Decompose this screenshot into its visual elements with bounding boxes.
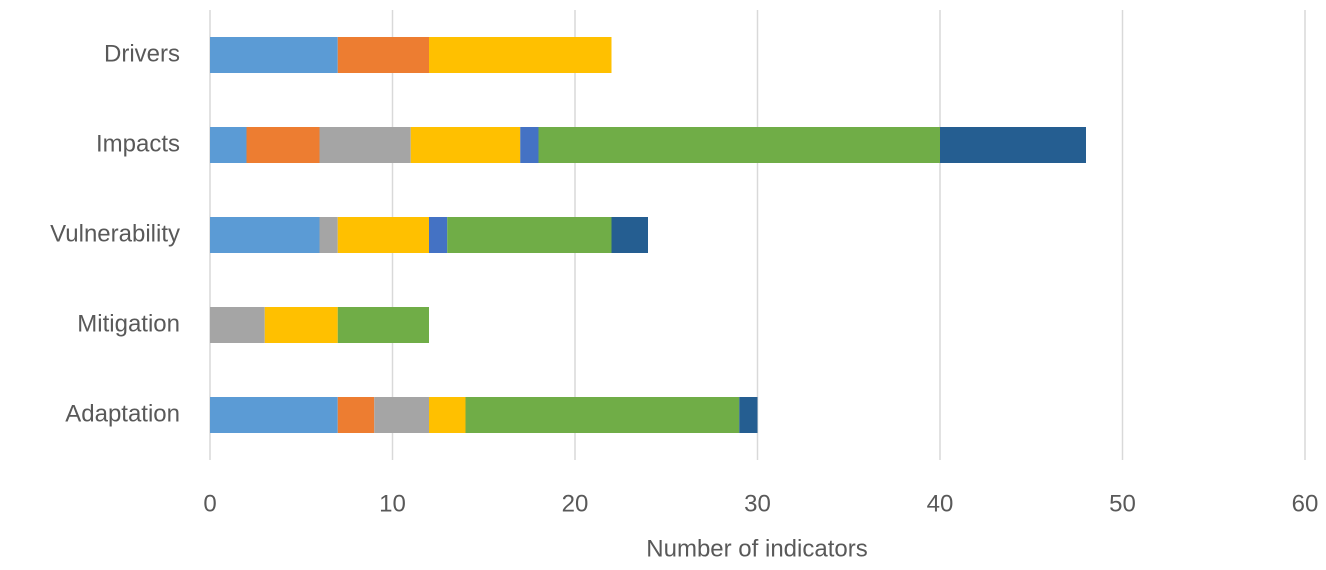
bar-segment bbox=[940, 127, 1086, 163]
bar-segment bbox=[520, 127, 539, 163]
bar-segment bbox=[337, 217, 429, 253]
bar-segment bbox=[410, 127, 521, 163]
bar-segment bbox=[374, 397, 429, 433]
x-tick-label: 20 bbox=[562, 490, 589, 517]
x-tick-label: 60 bbox=[1292, 490, 1319, 517]
bar-segment bbox=[210, 307, 265, 343]
y-tick-label: Mitigation bbox=[77, 310, 180, 337]
x-tick-label: 50 bbox=[1109, 490, 1136, 517]
bar-segment bbox=[739, 397, 758, 433]
bar-segment bbox=[429, 397, 466, 433]
bar-segment bbox=[264, 307, 338, 343]
bar-segment bbox=[210, 397, 338, 433]
x-tick-label: 10 bbox=[379, 490, 406, 517]
y-tick-label: Drivers bbox=[104, 40, 180, 67]
x-tick-label: 0 bbox=[203, 490, 216, 517]
y-tick-label: Adaptation bbox=[65, 400, 180, 427]
y-tick-label: Vulnerability bbox=[50, 220, 180, 247]
bar-segment bbox=[429, 37, 612, 73]
bar-segment bbox=[337, 397, 375, 433]
bar-segment bbox=[210, 217, 320, 253]
bar-segment bbox=[210, 127, 247, 163]
bar-segment bbox=[447, 217, 612, 253]
bar-segment bbox=[429, 217, 448, 253]
y-tick-label: Impacts bbox=[96, 130, 180, 157]
bar-segment bbox=[319, 127, 411, 163]
bar-segment bbox=[465, 397, 740, 433]
bar-segment bbox=[538, 127, 940, 163]
bar-segment bbox=[246, 127, 320, 163]
bar-segment bbox=[210, 37, 338, 73]
bar-segment bbox=[319, 217, 338, 253]
bar-segment bbox=[611, 217, 648, 253]
bar-segment bbox=[337, 307, 429, 343]
bar-segment bbox=[337, 37, 429, 73]
x-tick-label: 30 bbox=[744, 490, 771, 517]
x-tick-label: 40 bbox=[927, 490, 954, 517]
x-axis-title: Number of indicators bbox=[646, 535, 867, 562]
